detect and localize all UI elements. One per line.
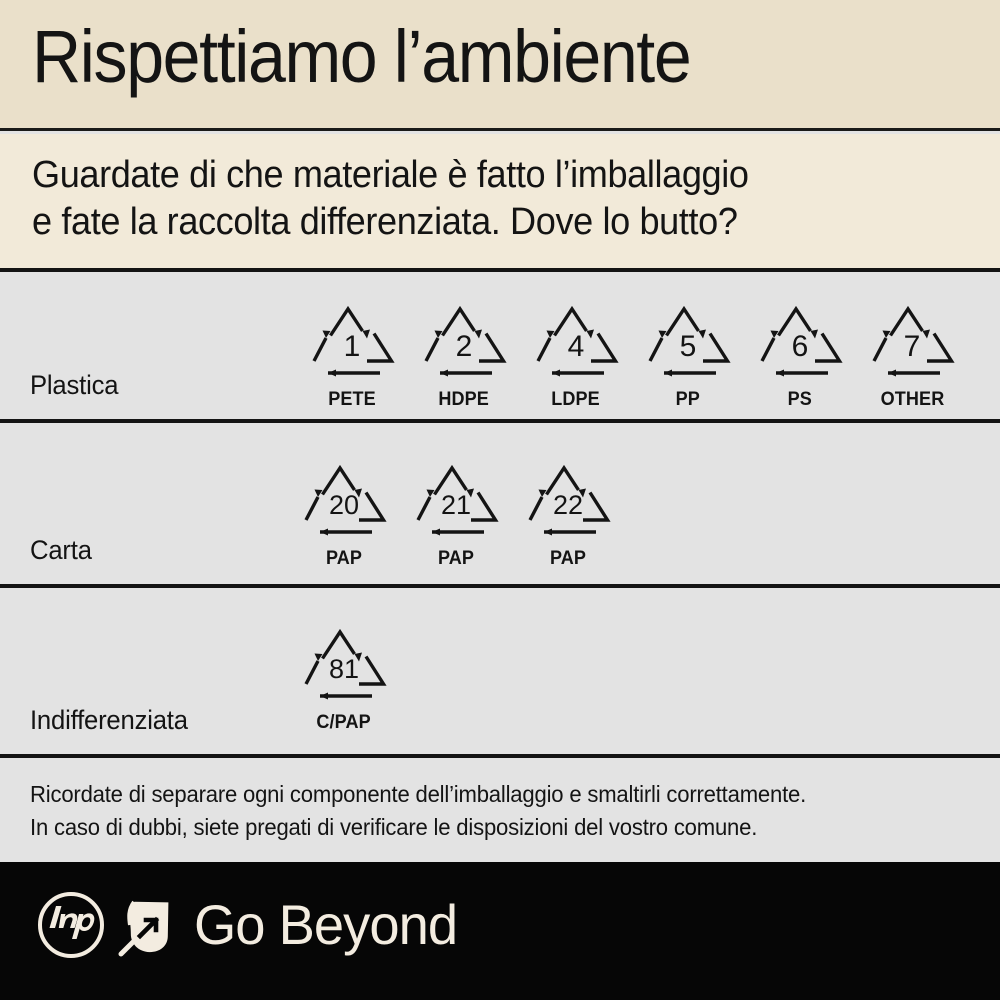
symbol-number: 5	[680, 330, 697, 363]
mobius-loop-icon: 6	[760, 305, 843, 377]
hp-logo-icon	[38, 892, 104, 958]
recycling-symbol: 1 PETE	[296, 304, 408, 411]
symbol-code: HDPE	[438, 389, 490, 410]
symbol-number: 21	[441, 490, 471, 520]
symbol-number: 81	[329, 654, 359, 684]
symbol-code: PP	[675, 389, 701, 410]
footer-note-line-1: Ricordate di separare ogni componente de…	[30, 781, 807, 807]
arrow-head-left	[328, 369, 336, 377]
symbol-number: 4	[568, 330, 585, 363]
mobius-loop-icon: 81	[304, 628, 387, 700]
arrow-head-right	[362, 329, 370, 339]
symbol-number: 7	[904, 330, 921, 363]
arrow-head-up	[322, 330, 331, 338]
arrow-head-left	[544, 528, 552, 536]
arrow-head-left	[776, 369, 784, 377]
arrow-head-left	[432, 528, 440, 536]
symbol-code: PAP	[437, 548, 475, 569]
recycling-symbol: 22 PAP	[512, 463, 624, 570]
subtitle-line-2: e fate la raccolta differenziata. Dove l…	[32, 200, 738, 243]
arrow-head-right	[466, 488, 474, 498]
arrow-head-right	[354, 488, 362, 498]
recycling-symbol: 81 C/PAP	[288, 627, 400, 734]
subtitle-line-1: Guardate di che materiale è fatto l’imba…	[32, 154, 749, 196]
recycling-symbol: 21 PAP	[400, 463, 512, 570]
arrow-head-left	[440, 369, 448, 377]
arrow-head-left	[320, 692, 328, 700]
mobius-loop-icon: 5	[648, 305, 731, 377]
mobius-loop-icon: 1	[312, 305, 395, 377]
recycling-symbol: 2 HDPE	[408, 304, 520, 411]
footer-note-band: Ricordate di separare ogni componente de…	[0, 762, 1000, 862]
subtitle-band: Guardate di che materiale è fatto l’imba…	[0, 134, 1000, 272]
brand-band: Go Beyond	[0, 862, 1000, 1000]
arrow-head-right	[354, 652, 362, 662]
material-row-carta: Carta 20 PAP	[0, 423, 1000, 588]
material-rows: Plastica 1 PET	[0, 276, 1000, 758]
symbol-code: PAP	[325, 548, 363, 569]
brand-lockup: Go Beyond	[38, 892, 465, 958]
arrow-head-right	[578, 488, 586, 498]
arrow-head-left	[552, 369, 560, 377]
symbol-code: C/PAP	[316, 712, 372, 733]
symbol-code: PS	[787, 389, 813, 410]
arrow-head-left	[664, 369, 672, 377]
symbol-number: 20	[329, 490, 359, 520]
row-label-plastica: Plastica	[30, 370, 119, 400]
arrow-head-right	[474, 329, 482, 339]
material-row-plastica: Plastica 1 PET	[0, 276, 1000, 423]
symbol-number: 1	[344, 330, 361, 363]
subtitle-text: Guardate di che materiale è fatto l’imba…	[32, 152, 749, 245]
symbol-code: LDPE	[551, 389, 601, 410]
arrow-head-up	[882, 330, 891, 338]
arrow-head-up	[314, 653, 323, 661]
recycling-symbol: 4 LDPE	[520, 304, 632, 411]
material-row-indifferenziata: Indifferenziata 81	[0, 588, 1000, 758]
arrow-head-up	[770, 330, 779, 338]
arrow-head-right	[810, 329, 818, 339]
symbol-group-indifferenziata: 81 C/PAP	[288, 627, 400, 734]
title-band: Rispettiamo l’ambiente	[0, 0, 1000, 131]
footer-note: Ricordate di separare ogni componente de…	[30, 778, 806, 843]
row-label-carta: Carta	[30, 535, 92, 565]
arrow-head-left	[888, 369, 896, 377]
brand-wordmark: Go Beyond	[194, 893, 458, 956]
leaf-arrow-icon	[118, 900, 169, 957]
arrow-head-up	[658, 330, 667, 338]
mobius-loop-icon: 7	[872, 305, 955, 377]
symbol-group-carta: 20 PAP 21	[288, 463, 624, 570]
mobius-loop-icon: 2	[424, 305, 507, 377]
mobius-loop-icon: 20	[304, 464, 387, 536]
arrow-head-right	[698, 329, 706, 339]
mobius-loop-icon: 4	[536, 305, 619, 377]
recycling-symbol: 20 PAP	[288, 463, 400, 570]
symbol-code: PETE	[328, 389, 376, 410]
symbol-code: OTHER	[880, 389, 944, 410]
arrow-head-right	[586, 329, 594, 339]
symbol-number: 6	[792, 330, 809, 363]
symbol-group-plastica: 1 PETE 2	[296, 304, 968, 411]
arrow-head-up	[546, 330, 555, 338]
mobius-loop-icon: 22	[528, 464, 611, 536]
arrow-head-left	[320, 528, 328, 536]
symbol-number: 2	[456, 330, 473, 363]
symbol-code: PAP	[549, 548, 587, 569]
footer-note-line-2: In caso di dubbi, siete pregati di verif…	[30, 813, 758, 840]
arrow-head-up	[314, 489, 323, 497]
recycling-symbol: 5 PP	[632, 304, 744, 411]
arrow-head-up	[538, 489, 547, 497]
arrow-head-up	[426, 489, 435, 497]
page-title: Rispettiamo l’ambiente	[32, 15, 692, 98]
row-label-indifferenziata: Indifferenziata	[30, 705, 188, 735]
arrow-head-right	[922, 329, 930, 339]
arrow-head-up	[434, 330, 443, 338]
symbol-number: 22	[553, 490, 583, 520]
mobius-loop-icon: 21	[416, 464, 499, 536]
recycling-symbol: 6 PS	[744, 304, 856, 411]
recycling-symbol: 7 OTHER	[856, 304, 968, 411]
